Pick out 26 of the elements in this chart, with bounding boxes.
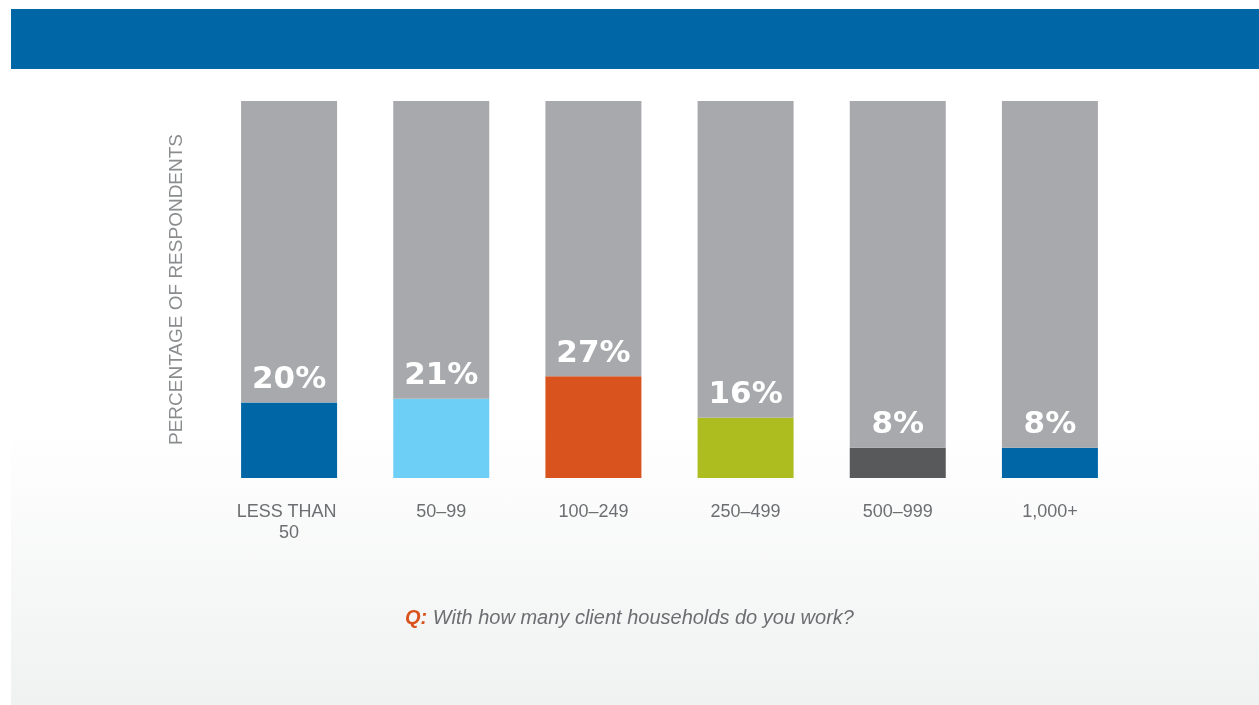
text: Q: With how many client households do you work? (405, 606, 855, 628)
bar (545, 101, 642, 377)
data-label: 8% (1023, 404, 1077, 441)
bar (241, 101, 338, 403)
bar (697, 101, 794, 418)
data-label: 8% (871, 404, 925, 441)
y-axis-title: PERCENTAGE OF RESPONDENTS (165, 133, 186, 446)
bar (545, 376, 642, 478)
data-label: 27% (556, 332, 631, 369)
bar (393, 101, 490, 399)
bar (849, 447, 946, 478)
x-tick-label: 50–99 (416, 500, 467, 521)
bar (697, 417, 794, 478)
bar (849, 101, 946, 448)
bar (1001, 447, 1098, 478)
data-label: 16% (708, 374, 783, 411)
x-tick-label: 1,000+ (1022, 500, 1078, 521)
x-tick-label: 500–999 (862, 500, 933, 521)
x-tick-label: 250–499 (710, 500, 781, 521)
data-label: 20% (251, 359, 327, 396)
x-tick-label: 100–249 (558, 500, 629, 521)
bar (1001, 101, 1098, 448)
bar (241, 402, 338, 478)
data-label: 21% (404, 355, 479, 392)
x-tick-label: LESS THAN 50 (236, 500, 342, 542)
bar (393, 398, 490, 478)
